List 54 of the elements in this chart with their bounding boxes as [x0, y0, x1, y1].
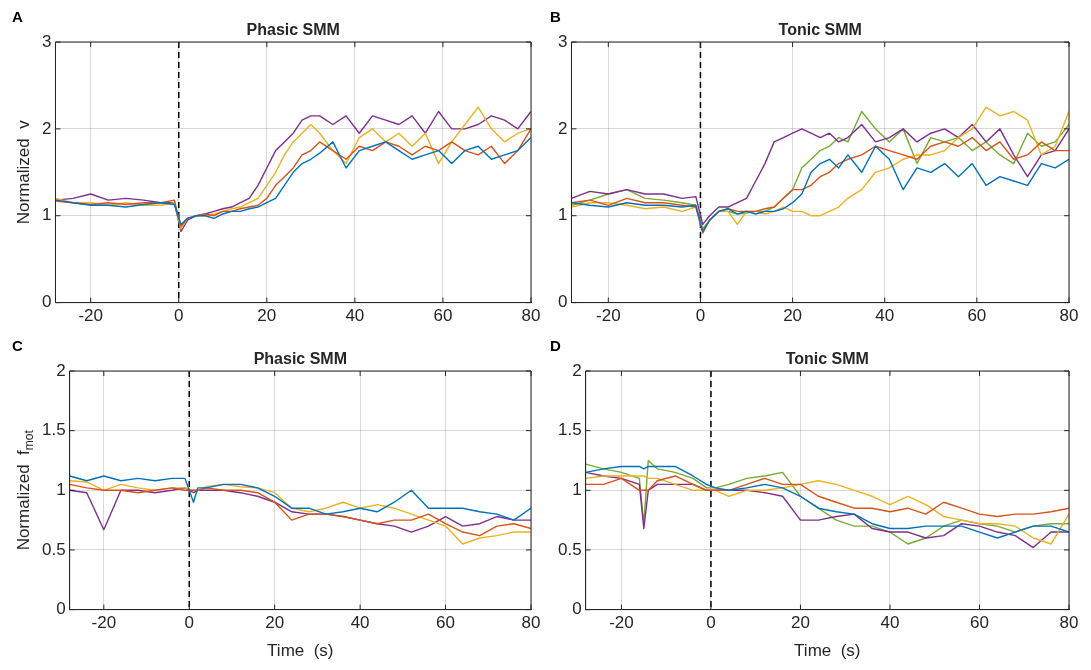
x-tick-label: -20	[91, 613, 117, 633]
x-tick-label: 60	[970, 613, 989, 633]
y-tick-label: 0	[41, 292, 52, 312]
x-tick-label: 0	[184, 613, 194, 633]
x-tick-label: 40	[345, 306, 365, 326]
y-tick-label: 1	[56, 479, 66, 499]
x-tick-label: 80	[1059, 306, 1079, 326]
y-tick-label: 1	[557, 205, 568, 225]
y-tick-label: 2	[572, 360, 582, 380]
y-tick-label: 1	[572, 479, 582, 499]
text: D	[550, 336, 561, 354]
y-tick-label: 0.5	[557, 539, 582, 559]
y-tick-label: 2	[41, 118, 52, 138]
text: A	[12, 7, 23, 25]
x-tick-label: 60	[967, 306, 987, 326]
y-tick-label: 3	[41, 31, 52, 51]
x-tick-label: 80	[521, 613, 541, 633]
x-tick-label: -20	[609, 613, 634, 633]
x-tick-label: 40	[880, 613, 900, 633]
y-axis-title: Normalized v	[13, 119, 33, 225]
y-tick-label: 2	[56, 360, 66, 380]
y-tick-label: 0	[56, 599, 66, 619]
y-axis-title: Normalized fmot	[13, 429, 37, 551]
x-tick-label: -20	[596, 306, 621, 326]
chart-title: Tonic SMM	[785, 350, 869, 368]
y-tick-label: 0.5	[41, 539, 66, 559]
x-tick-label: 20	[257, 306, 277, 326]
y-tick-label: 0	[572, 599, 582, 619]
x-tick-label: 60	[436, 613, 456, 633]
x-tick-label: 80	[1059, 613, 1079, 633]
y-tick-label: 1.5	[41, 420, 66, 440]
x-tick-label: 40	[350, 613, 370, 633]
x-tick-label: 40	[875, 306, 895, 326]
x-tick-label: 60	[433, 306, 453, 326]
x-tick-label: 0	[174, 306, 184, 326]
x-tick-label: 20	[265, 613, 285, 633]
chart-title: Tonic SMM	[778, 21, 862, 39]
x-tick-label: 20	[791, 613, 810, 633]
text: B	[550, 7, 561, 25]
x-tick-label: -20	[78, 306, 103, 326]
chart-title: Phasic SMM	[253, 350, 347, 368]
x-tick-label: 20	[783, 306, 803, 326]
y-tick-label: 0	[557, 292, 568, 312]
y-tick-label: 1	[41, 205, 52, 225]
text: C	[12, 336, 23, 354]
y-tick-label: 1.5	[557, 420, 582, 440]
x-tick-label: 0	[695, 306, 706, 326]
x-axis-title: Time (s)	[267, 641, 334, 661]
x-axis-title: Time (s)	[794, 641, 861, 661]
x-tick-label: 0	[706, 613, 716, 633]
chart-title: Phasic SMM	[246, 21, 340, 39]
y-tick-label: 3	[557, 31, 568, 51]
y-tick-label: 2	[557, 118, 568, 138]
x-tick-label: 80	[521, 306, 541, 326]
